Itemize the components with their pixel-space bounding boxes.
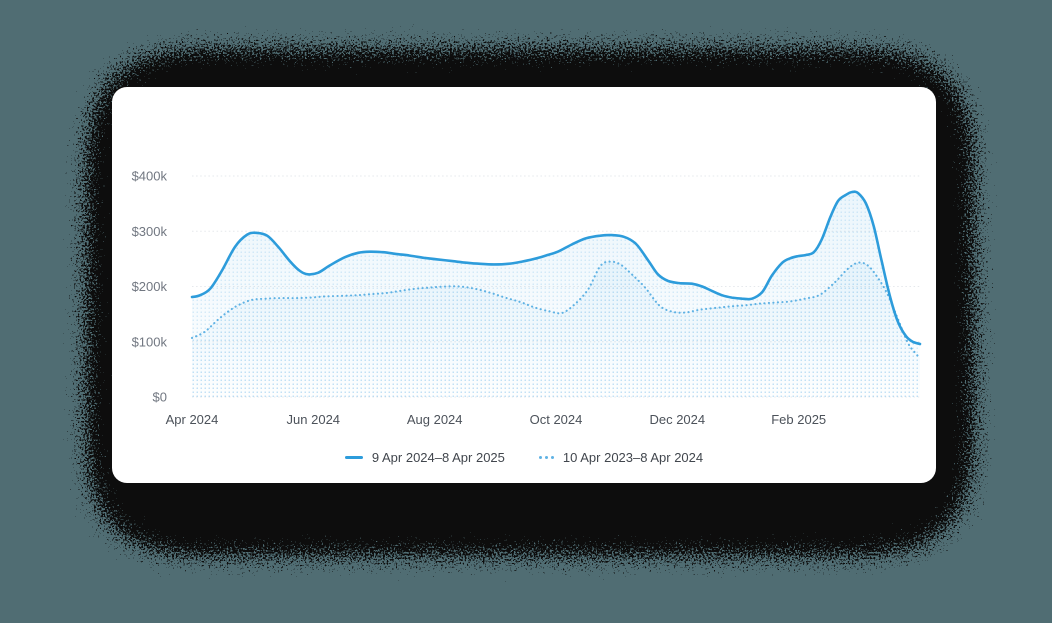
y-axis-label: $100k bbox=[132, 334, 168, 349]
series-area-fills bbox=[192, 191, 920, 397]
legend-item-current-period[interactable]: 9 Apr 2024–8 Apr 2025 bbox=[344, 450, 505, 465]
y-axis-label: $400k bbox=[132, 169, 168, 184]
series-lines bbox=[190, 190, 922, 360]
x-axis-label: Oct 2024 bbox=[530, 412, 583, 427]
x-axis-label: Jun 2024 bbox=[287, 412, 341, 427]
x-axis-label: Aug 2024 bbox=[407, 412, 463, 427]
x-axis-labels: Apr 2024 Jun 2024 Aug 2024 Oct 2024 Dec 2024… bbox=[166, 412, 827, 427]
legend-item-previous-period[interactable]: 10 Apr 2023–8 Apr 2024 bbox=[538, 450, 704, 465]
y-axis-label: $300k bbox=[132, 224, 168, 239]
x-axis-label: Dec 2024 bbox=[649, 412, 705, 427]
series-line-solid bbox=[190, 190, 922, 346]
x-axis-label: Feb 2025 bbox=[771, 412, 826, 427]
y-axis-label: $200k bbox=[132, 279, 168, 294]
dotted-line-marker bbox=[538, 456, 554, 459]
legend-label-current: 9 Apr 2024–8 Apr 2025 bbox=[371, 450, 505, 465]
solid-line-marker bbox=[344, 456, 363, 459]
y-axis-labels: $400k $300k $200k $100k $0 bbox=[132, 169, 168, 405]
legend-label-previous: 10 Apr 2023–8 Apr 2024 bbox=[562, 450, 704, 465]
revenue-line-chart[interactable]: $400k$300k$200k$100k$0 Apr 2024 Jun 2024 A… bbox=[112, 87, 936, 483]
chart-legend: 9 Apr 2024–8 Apr 2025 10 Apr 2023–8 Apr … bbox=[112, 450, 936, 465]
x-axis-label: Apr 2024 bbox=[166, 412, 219, 427]
area-stipple-solid bbox=[192, 191, 920, 397]
chart-card: $400k $300k $200k $100k $0 Apr 2024 Jun 2024 A… bbox=[112, 87, 936, 483]
series-line-dotted bbox=[190, 260, 922, 360]
y-axis-label: $0 bbox=[153, 390, 167, 405]
